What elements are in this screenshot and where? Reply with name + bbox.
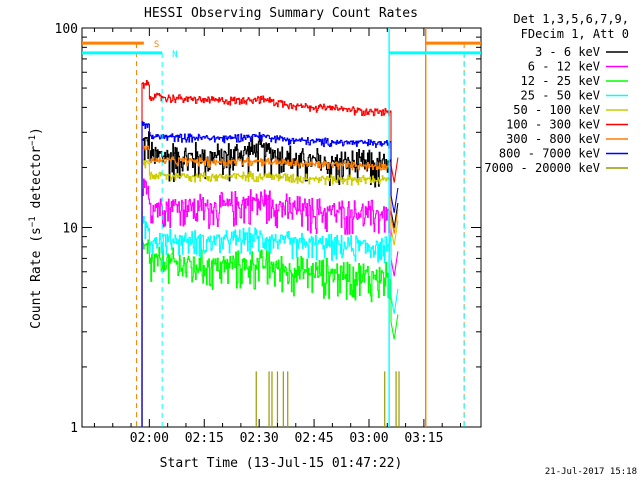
generated-timestamp: 21-Jul-2017 15:18 (545, 467, 637, 477)
series-12-25-kev (141, 239, 399, 427)
y-tick-label: 100 (55, 22, 78, 37)
series-line (141, 178, 399, 427)
series-line (141, 121, 399, 427)
y-tick-label: 1 (70, 421, 78, 436)
series-line (141, 79, 399, 427)
series-6-12-kev (141, 178, 399, 427)
legend-title-line-1: Det 1,3,5,6,7,9, (513, 12, 629, 26)
series-line (141, 131, 399, 427)
series-100-300-kev (141, 79, 399, 427)
x-tick-label: 02:00 (130, 431, 169, 446)
series-line (141, 159, 399, 427)
x-tick-label: 03:15 (404, 431, 443, 446)
series-800-7000-kev (141, 121, 399, 427)
legend-label: 3 - 6 keV (535, 45, 600, 59)
series-25-50-kev (141, 215, 399, 427)
series-layer (141, 79, 400, 427)
legend-title-line-2: FDecim 1, Att 0 (521, 27, 629, 41)
flag-layer: SN (82, 28, 481, 427)
legend: Det 1,3,5,6,7,9, FDecim 1, Att 0 3 - 6 k… (484, 12, 629, 175)
series-line (141, 239, 399, 427)
legend-label: 800 - 7000 keV (499, 147, 600, 161)
flag-label-s: S (154, 40, 159, 50)
y-label-superscript-1: −1 (28, 216, 38, 227)
legend-label: 12 - 25 keV (521, 74, 600, 88)
x-axis-ticks: 02:00 02:15 02:30 02:45 03:00 03:15 (93, 28, 462, 446)
series-7000-20000-kev (255, 371, 400, 427)
legend-label: 100 - 300 keV (506, 118, 600, 132)
y-tick-label: 10 (62, 222, 78, 237)
legend-label: 50 - 100 keV (513, 103, 600, 117)
x-tick-label: 02:30 (240, 431, 279, 446)
legend-label: 25 - 50 keV (521, 89, 600, 103)
flag-label-n: N (172, 50, 177, 60)
series-line (141, 145, 399, 427)
series-line (141, 215, 399, 427)
x-tick-label: 02:45 (295, 431, 334, 446)
legend-label: 300 - 800 keV (506, 132, 600, 146)
y-label-superscript-2: −1 (28, 135, 38, 146)
y-axis-label: Count Rate (s−1 detector−1) (28, 127, 44, 329)
x-axis-label: Start Time (13-Jul-15 01:47:22) (160, 456, 403, 471)
x-tick-label: 02:15 (185, 431, 224, 446)
y-label-part-3: ) (29, 127, 44, 135)
x-tick-label: 03:00 (349, 431, 388, 446)
y-label-part-1: Count Rate (s (29, 227, 44, 329)
legend-label: 7000 - 20000 keV (484, 161, 600, 175)
y-axis-ticks: 1 10 100 (55, 22, 481, 436)
y-label-part-2: detector (29, 146, 44, 217)
legend-label: 6 - 12 keV (528, 60, 600, 74)
chart-title: HESSI Observing Summary Count Rates (144, 6, 418, 21)
